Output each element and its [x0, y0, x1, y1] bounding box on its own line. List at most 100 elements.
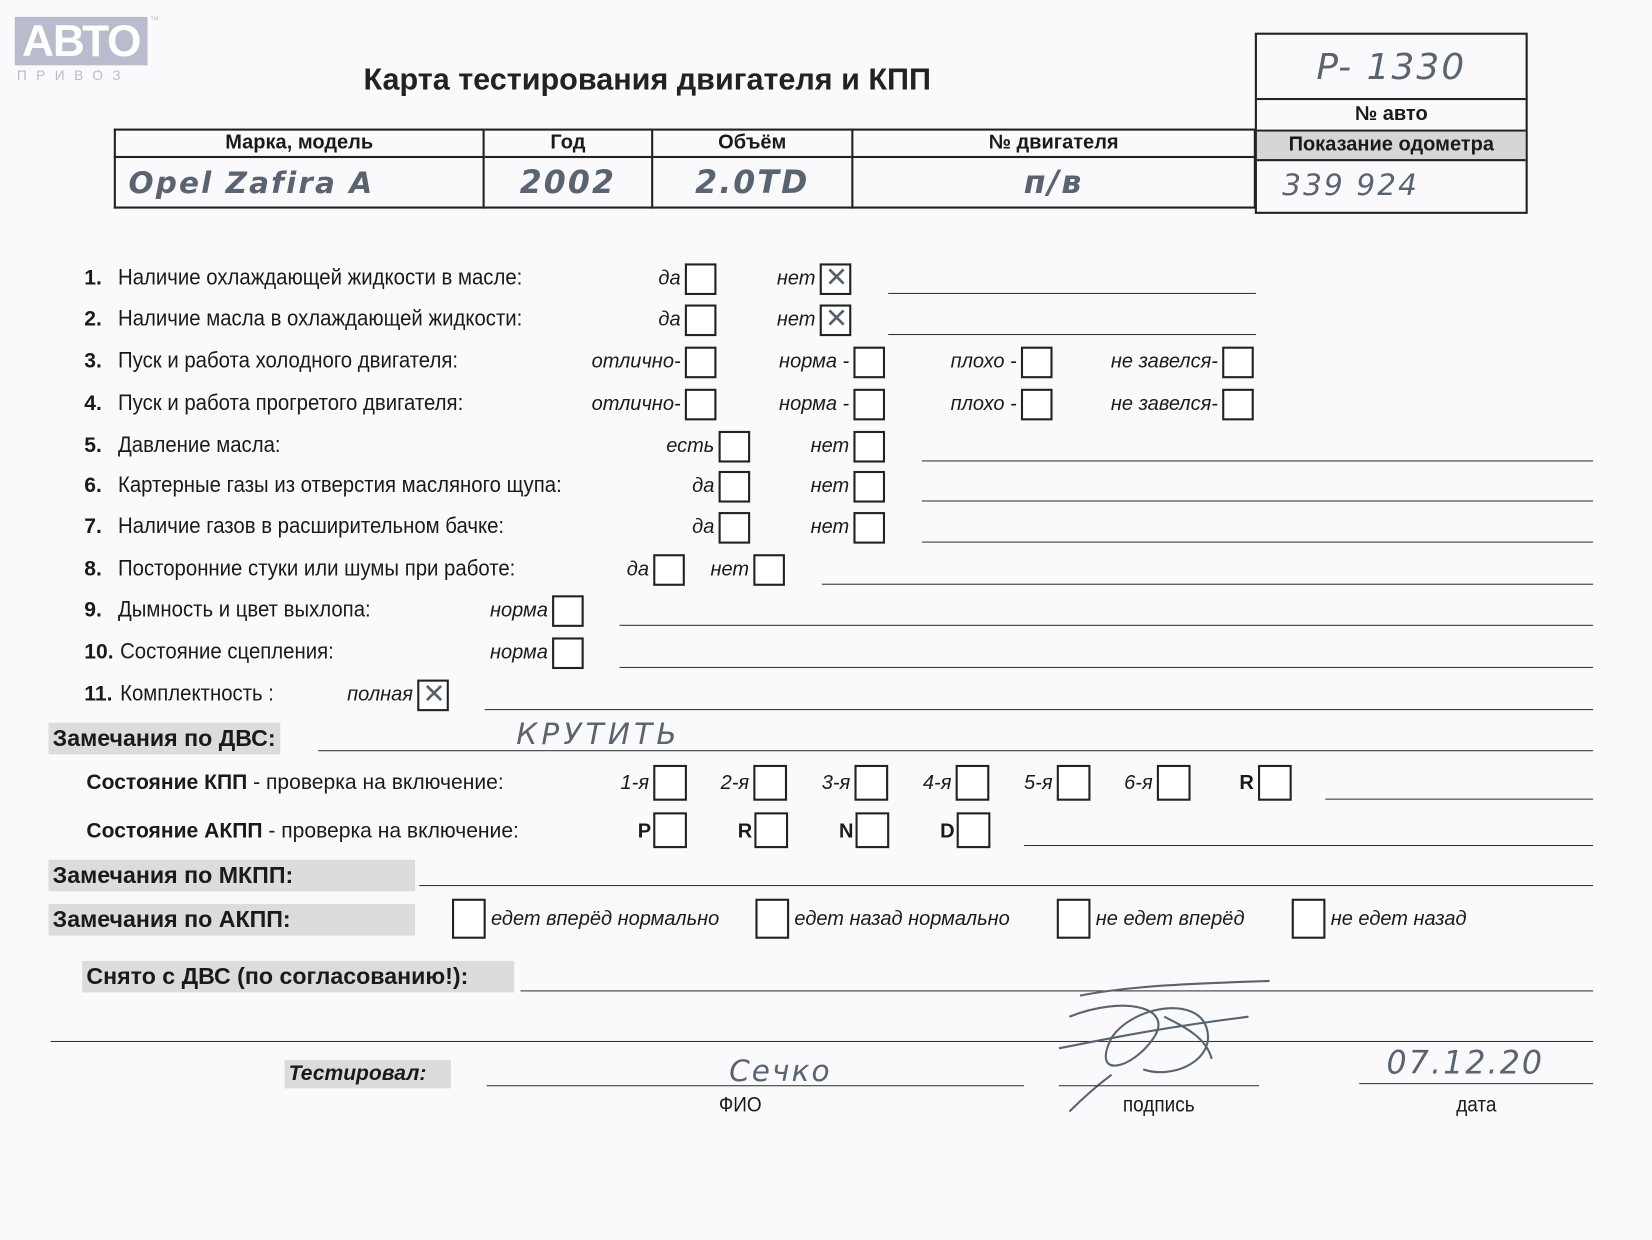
logo-subtitle: ПРИВОЗ — [16, 67, 131, 84]
signature-caption: подпись — [1122, 1093, 1195, 1117]
checkbox-норма[interactable] — [853, 346, 886, 379]
option-label: есть — [666, 435, 715, 458]
auto-gear-checkbox-P[interactable] — [653, 812, 687, 849]
checkbox-норма[interactable] — [853, 388, 886, 421]
engine-remarks-value[interactable]: КРУТИТЬ — [516, 716, 681, 752]
auto-gear-label: D — [940, 820, 955, 843]
checkbox-плохо[interactable] — [1020, 388, 1053, 421]
answer-line — [484, 709, 1594, 711]
checkbox-незавелся[interactable] — [1222, 346, 1254, 379]
date-value[interactable]: 07.12.20 — [1386, 1045, 1545, 1083]
auto-gear-checkbox-R[interactable] — [754, 812, 789, 849]
logo: АВТО — [14, 16, 148, 66]
gear-checkbox-R[interactable] — [1257, 764, 1292, 801]
option-label: норма - — [779, 350, 850, 373]
auto-remark-label: не едет назад — [1330, 908, 1467, 931]
gear-checkbox-5-я[interactable] — [1056, 764, 1091, 801]
gear-label: 3-я — [821, 772, 851, 795]
year-value[interactable]: 2002 — [482, 155, 654, 209]
option-label: да — [658, 267, 681, 290]
auto-gearbox-label: Состояние АКПП - проверка на включение: — [86, 820, 519, 844]
question-label: Картерные газы из отверстия масляного щу… — [118, 473, 562, 498]
option-label: плохо - — [950, 350, 1017, 373]
option-label: нет — [810, 475, 850, 498]
checkbox-да[interactable] — [684, 263, 717, 296]
checkbox-отлично[interactable] — [684, 346, 717, 379]
manual-gearbox-label-bold: Состояние КПП — [86, 771, 248, 795]
checkbox-нет[interactable] — [853, 430, 886, 463]
checkbox-да[interactable] — [653, 554, 685, 586]
car-info-box: P- 1330 № авто Показание одометра 339 92… — [1254, 32, 1528, 214]
odometer-value[interactable]: 339 924 — [1282, 167, 1419, 203]
make-model-value[interactable]: Opel Zafira A — [113, 155, 485, 209]
gear-checkbox-2-я[interactable] — [753, 764, 788, 801]
gear-label: 6-я — [1124, 772, 1153, 795]
checkbox-незавелся[interactable] — [1222, 388, 1254, 421]
signature[interactable] — [1048, 975, 1280, 1117]
manual-gearbox-line — [1325, 798, 1594, 800]
option-label: да — [692, 475, 715, 498]
answer-line — [921, 500, 1594, 502]
volume-value[interactable]: 2.0TD — [651, 155, 854, 209]
auto-remark-checkbox[interactable] — [451, 898, 486, 939]
signature-line — [1058, 1085, 1260, 1087]
col-volume: Объём — [651, 128, 854, 159]
checkbox-да[interactable] — [684, 304, 717, 337]
gear-checkbox-1-я[interactable] — [653, 764, 687, 801]
auto-gear-checkbox-D[interactable] — [956, 812, 991, 849]
question-label: Давление масла: — [118, 433, 281, 458]
auto-remark-checkbox[interactable] — [1291, 898, 1326, 939]
checkbox-нет[interactable] — [819, 302, 852, 337]
auto-remark-checkbox[interactable] — [755, 898, 790, 939]
answer-line — [619, 624, 1594, 626]
checkbox-да[interactable] — [718, 512, 751, 544]
engine-no-value[interactable]: п/в — [851, 155, 1256, 209]
answer-line — [821, 583, 1594, 585]
option-label: плохо - — [950, 392, 1017, 416]
answer-line — [921, 541, 1594, 543]
checkbox-есть[interactable] — [718, 430, 751, 463]
option-label: нет — [776, 267, 816, 290]
checkbox-нет[interactable] — [819, 261, 852, 296]
question-label: Комплектность : — [120, 681, 274, 706]
option-label: нет — [776, 308, 816, 331]
checkbox-норма[interactable] — [552, 595, 584, 627]
auto-gearbox-label-bold: Состояние АКПП — [86, 819, 263, 843]
gear-checkbox-3-я[interactable] — [854, 764, 889, 801]
checkbox-нет[interactable] — [853, 470, 886, 503]
question-number: 5. — [84, 434, 102, 458]
option-label: нет — [810, 516, 850, 539]
auto-gearbox-line — [1024, 844, 1594, 847]
date-line — [1359, 1083, 1594, 1085]
question-label: Посторонние стуки или шумы при работе: — [118, 556, 516, 581]
gear-checkbox-6-я[interactable] — [1156, 764, 1191, 801]
checkbox-отлично[interactable] — [684, 388, 717, 421]
question-number: 4. — [84, 391, 102, 416]
answer-line — [888, 333, 1256, 336]
tester-name-value[interactable]: Сечко — [729, 1053, 832, 1089]
tested-by-label: Тестировал: — [284, 1059, 451, 1089]
question-label: Состояние сцепления: — [120, 639, 334, 664]
checkbox-да[interactable] — [718, 470, 751, 503]
checkbox-нет[interactable] — [853, 512, 886, 544]
checkbox-полная[interactable] — [417, 677, 449, 712]
question-label: Дымность и цвет выхлопа: — [118, 597, 371, 622]
auto-gear-checkbox-N[interactable] — [855, 812, 890, 849]
car-number-value[interactable]: P- 1330 — [1256, 35, 1526, 101]
manual-gearbox-label: Состояние КПП - проверка на включение: — [86, 771, 503, 795]
option-label: да — [626, 558, 650, 581]
checkbox-норма[interactable] — [552, 637, 584, 670]
question-label: Пуск и работа холодного двигателя: — [118, 348, 459, 373]
manual-remarks-line — [419, 885, 1594, 887]
question-label: Наличие охлаждающей жидкости в масле: — [118, 265, 523, 290]
col-engine-no: № двигателя — [851, 128, 1256, 159]
answer-line — [921, 460, 1594, 462]
gear-checkbox-4-я[interactable] — [955, 764, 990, 801]
checkbox-плохо[interactable] — [1020, 346, 1053, 379]
question-number: 7. — [84, 515, 102, 539]
checkbox-нет[interactable] — [753, 554, 785, 586]
auto-remark-checkbox[interactable] — [1056, 898, 1091, 939]
manual-gearbox-label-rest: - проверка на включение: — [247, 771, 504, 795]
removed-label: Снято с ДВС (по согласованию!): — [82, 960, 515, 993]
